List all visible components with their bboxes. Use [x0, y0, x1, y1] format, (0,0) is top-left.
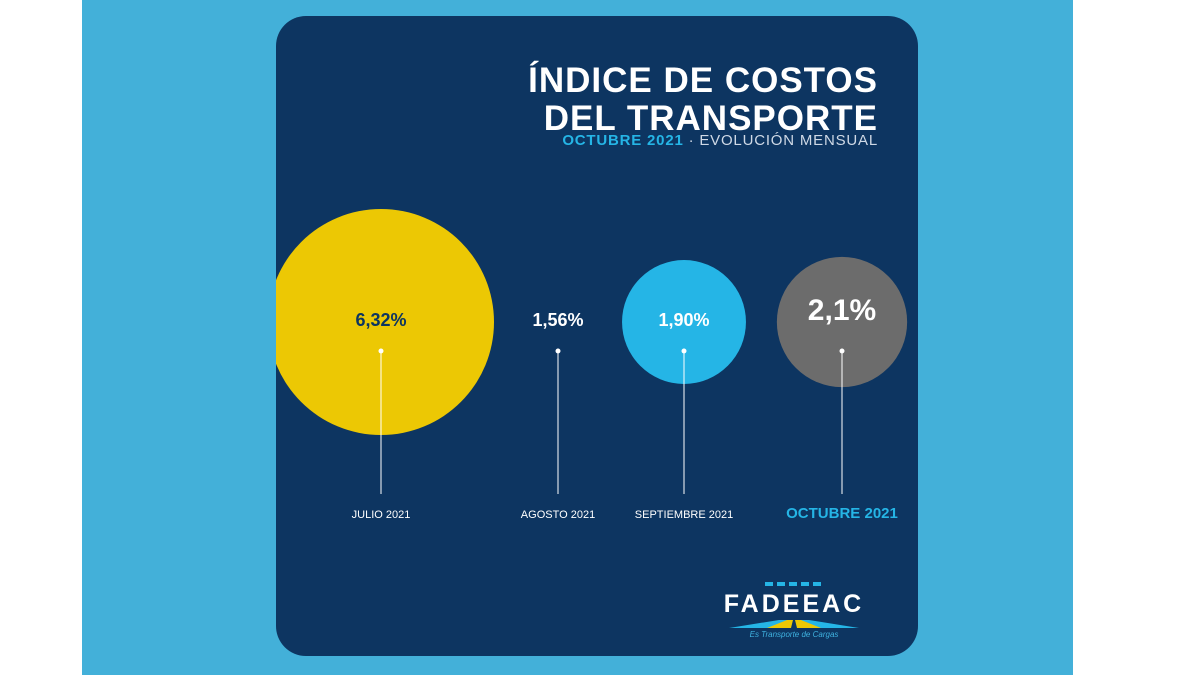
- category-label-3: SEPTIEMBRE 2021: [635, 509, 733, 521]
- value-label-1: 6,32%: [355, 310, 406, 330]
- leader-dot-4: [839, 348, 845, 354]
- bubble-4: [776, 256, 908, 388]
- bubble-3: [622, 260, 746, 384]
- leader-dot-3: [681, 348, 687, 354]
- value-label-3: 1,90%: [658, 310, 709, 330]
- leader-dot-1: [378, 348, 384, 354]
- logo-road-graphic: [729, 582, 859, 628]
- subtitle-month: OCTUBRE 2021: [562, 132, 684, 149]
- chart-subtitle: OCTUBRE 2021 · EVOLUCIÓN MENSUAL: [562, 132, 878, 149]
- value-label-2: 1,56%: [532, 310, 583, 330]
- category-label-2: AGOSTO 2021: [521, 509, 595, 521]
- fadeeac-logo: FADEEAC Es Transporte de Cargas: [709, 578, 879, 648]
- logo-tagline: Es Transporte de Cargas: [749, 630, 839, 639]
- category-label-1: JULIO 2021: [352, 509, 411, 521]
- value-label-4: 2,1%: [808, 294, 876, 327]
- title-line-1: ÍNDICE DE COSTOS: [528, 61, 878, 100]
- leader-dot-2: [555, 348, 561, 354]
- bubble-chart: 6,32% JULIO 2021 1,56% AGOSTO 2021 1,90% SEPT…: [276, 209, 908, 522]
- category-label-4: OCTUBRE 2021: [786, 505, 898, 522]
- bubble-1: [276, 209, 494, 435]
- infographic-card: ÍNDICE DE COSTOS DEL TRANSPORTE OCTUBRE …: [276, 16, 918, 656]
- chart-title: ÍNDICE DE COSTOS DEL TRANSPORTE: [528, 62, 878, 138]
- logo-wordmark: FADEEAC: [723, 590, 865, 618]
- subtitle-description: · EVOLUCIÓN MENSUAL: [683, 132, 878, 149]
- title-line-2: DEL TRANSPORTE: [543, 99, 878, 138]
